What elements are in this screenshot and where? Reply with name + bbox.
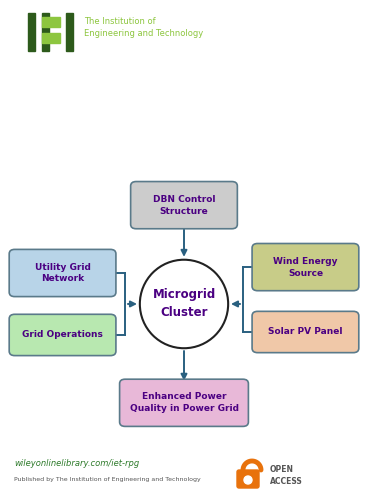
Bar [66, 13, 73, 51]
Bar [42, 13, 49, 51]
Ellipse shape [140, 260, 228, 348]
Text: The Institution of
Engineering and Technology: The Institution of Engineering and Techn… [84, 17, 203, 38]
FancyBboxPatch shape [120, 379, 248, 426]
Text: Utility Grid
Network: Utility Grid Network [35, 262, 91, 283]
Circle shape [244, 476, 252, 484]
Text: Grid Operations: Grid Operations [22, 330, 103, 340]
FancyBboxPatch shape [252, 244, 359, 290]
Text: Vol 18   Issue 12   2024: Vol 18 Issue 12 2024 [18, 138, 107, 147]
Text: Published by The Institution of Engineering and Technology: Published by The Institution of Engineer… [14, 478, 201, 482]
Text: Enhanced Power
Quality in Power Grid: Enhanced Power Quality in Power Grid [130, 392, 238, 413]
Text: Solar PV Panel: Solar PV Panel [268, 328, 343, 336]
FancyBboxPatch shape [9, 314, 116, 356]
Text: Wind Energy
Source: Wind Energy Source [273, 256, 338, 278]
Text: OPEN: OPEN [270, 466, 294, 474]
Bar [42, 33, 60, 43]
Text: Microgrid
Cluster: Microgrid Cluster [152, 288, 216, 320]
FancyBboxPatch shape [237, 470, 259, 488]
Text: IET Renewable Power Generation: IET Renewable Power Generation [22, 86, 368, 105]
Text: ISSN 1752-1416: ISSN 1752-1416 [289, 138, 350, 147]
Text: ACCESS: ACCESS [270, 478, 303, 486]
FancyBboxPatch shape [9, 250, 116, 296]
Text: DBN Control
Structure: DBN Control Structure [153, 194, 215, 216]
FancyBboxPatch shape [252, 312, 359, 352]
FancyBboxPatch shape [131, 182, 237, 229]
Bar [28, 13, 35, 51]
Bar [42, 17, 60, 27]
Text: wileyonlinelibrary.com/iet-rpg: wileyonlinelibrary.com/iet-rpg [14, 460, 139, 468]
